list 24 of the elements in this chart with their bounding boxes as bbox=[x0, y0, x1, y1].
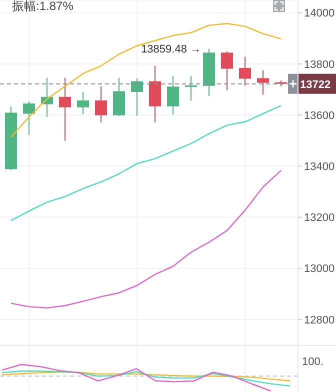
candlestick bbox=[239, 56, 251, 86]
candlestick bbox=[77, 92, 89, 114]
candlestick bbox=[221, 50, 233, 90]
y-tick-label: 13400 bbox=[304, 161, 335, 174]
line-series bbox=[10, 170, 282, 309]
y-tick-label: 12800 bbox=[304, 314, 335, 326]
y-tick-label: 14000 bbox=[304, 8, 335, 20]
annotation: 13859.48 → bbox=[141, 44, 201, 56]
y-tick-label: 13200 bbox=[304, 212, 335, 224]
candlestick bbox=[23, 100, 35, 136]
y-tick-label: 13800 bbox=[304, 58, 335, 71]
candlestick bbox=[257, 70, 269, 96]
annotation: 振幅:1.87% bbox=[12, 0, 74, 15]
y-tick-label: 13000 bbox=[304, 263, 335, 276]
text: 100. bbox=[302, 356, 324, 368]
candlestick bbox=[131, 78, 143, 116]
ref-line-label: 13722 bbox=[300, 78, 331, 91]
candlestick bbox=[95, 86, 107, 123]
candlestick bbox=[167, 76, 179, 115]
candlestick bbox=[59, 77, 71, 142]
line-series bbox=[10, 104, 282, 222]
candlestick bbox=[185, 76, 197, 102]
y-tick-label: 13600 bbox=[304, 110, 335, 122]
line-series bbox=[10, 22, 282, 138]
